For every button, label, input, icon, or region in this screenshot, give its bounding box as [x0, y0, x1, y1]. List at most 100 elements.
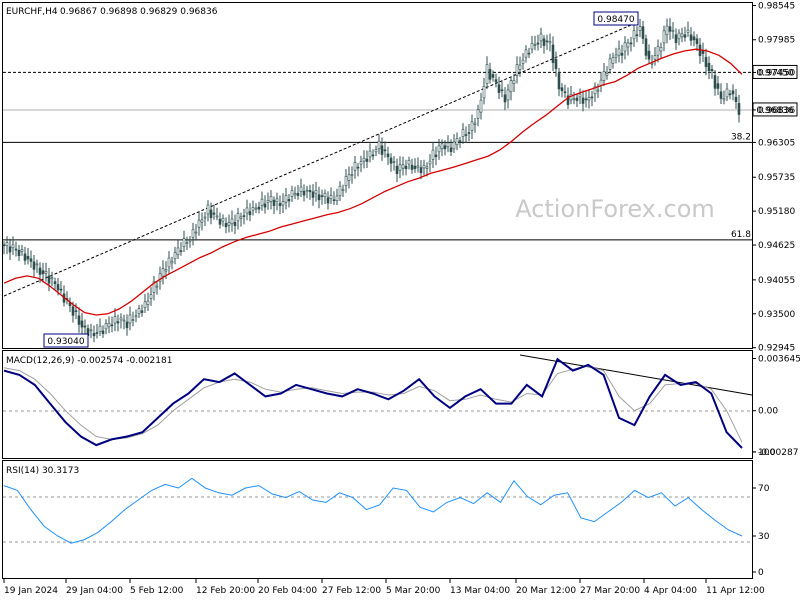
candle: [242, 208, 246, 225]
candle: [674, 28, 678, 51]
candle: [209, 202, 213, 225]
moving-average-line: [3, 48, 743, 316]
candle: [593, 82, 597, 102]
candle: [710, 64, 714, 79]
candle: [608, 53, 612, 74]
main-pane-border: [2, 2, 753, 349]
rsi-line: [3, 477, 743, 544]
x-tick-label: 5 Mar 20:00: [386, 586, 441, 596]
candle: [218, 212, 222, 229]
candle: [176, 240, 180, 259]
candle: [107, 316, 111, 334]
candle: [290, 185, 294, 202]
candle: [281, 193, 285, 214]
candle: [320, 189, 324, 205]
candle: [509, 76, 513, 101]
candle: [689, 27, 693, 46]
price-level-tag-label: 0.97450: [756, 68, 793, 78]
candle: [299, 178, 303, 197]
candle: [152, 276, 156, 301]
candle: [29, 250, 33, 268]
candle: [413, 158, 417, 173]
candle: [464, 126, 468, 144]
candle: [221, 214, 225, 227]
candle: [581, 90, 585, 112]
candle: [98, 318, 102, 336]
candle: [485, 56, 489, 90]
candle: [257, 201, 261, 214]
candle: [203, 211, 207, 227]
candle: [644, 34, 648, 60]
candle: [146, 292, 150, 312]
candle: [488, 62, 492, 84]
candle: [44, 262, 48, 282]
macd-signal-line: [3, 365, 743, 443]
candle: [524, 45, 528, 63]
candle: [683, 26, 687, 42]
candle: [170, 256, 174, 270]
candle: [698, 37, 702, 64]
candle: [380, 137, 384, 161]
candle: [575, 93, 579, 107]
x-tick-label: 13 Mar 04:00: [450, 586, 510, 596]
candle: [323, 189, 327, 205]
y-tick-label: 0.96836: [758, 106, 795, 116]
candle: [578, 88, 582, 105]
candle: [383, 141, 387, 158]
x-tick-label: 27 Mar 20:00: [580, 586, 640, 596]
candle: [317, 186, 321, 209]
candle: [680, 27, 684, 43]
candle: [530, 35, 534, 54]
candle: [428, 154, 432, 173]
candle: [665, 18, 669, 44]
candle: [641, 20, 645, 44]
macd-tick-label: 0.00: [758, 407, 778, 417]
candle: [116, 314, 120, 332]
candle: [137, 304, 141, 319]
rsi-tick-label: 70: [758, 484, 770, 494]
rsi-tick-label: 100: [758, 448, 775, 458]
candle: [470, 114, 474, 140]
candle: [692, 31, 696, 47]
candle: [371, 149, 375, 160]
candle: [473, 118, 477, 133]
x-tick-label: 4 Apr 04:00: [644, 586, 697, 596]
y-tick-label: 0.95735: [758, 173, 795, 183]
candle: [419, 159, 423, 180]
candle: [260, 191, 264, 211]
candle: [386, 146, 390, 165]
candle: [626, 38, 630, 56]
candle: [128, 306, 132, 331]
x-tick-label: 20 Feb 04:00: [258, 586, 317, 596]
candle: [11, 236, 15, 256]
watermark: ActionForex.com: [515, 195, 715, 223]
candle: [476, 104, 480, 127]
low-label: 0.93040: [43, 333, 89, 348]
candle: [491, 70, 495, 82]
candle: [458, 136, 462, 148]
candle: [377, 134, 381, 155]
candle: [446, 135, 450, 153]
candle: [293, 186, 297, 200]
candle: [410, 158, 414, 174]
candle: [149, 287, 153, 306]
macd-trendline: [519, 354, 753, 396]
candle: [374, 145, 378, 157]
candle: [254, 203, 258, 213]
candle: [17, 244, 21, 262]
candle: [533, 35, 537, 51]
chart-header-ohlc: 0.96867 0.96898 0.96829 0.96836: [60, 7, 218, 17]
candle: [314, 181, 318, 202]
candle: [224, 217, 228, 234]
candle: [404, 159, 408, 176]
candle: [725, 82, 729, 102]
candle: [539, 27, 543, 49]
candle: [89, 323, 93, 339]
price-levels: 0.97450 0.96836 38.2 61.8: [3, 64, 798, 241]
y-tick-label: 0.97450: [758, 68, 795, 78]
candle: [68, 297, 72, 313]
candle: [80, 312, 84, 336]
candle: [188, 236, 192, 248]
x-tick-label: 5 Feb 12:00: [130, 586, 184, 596]
